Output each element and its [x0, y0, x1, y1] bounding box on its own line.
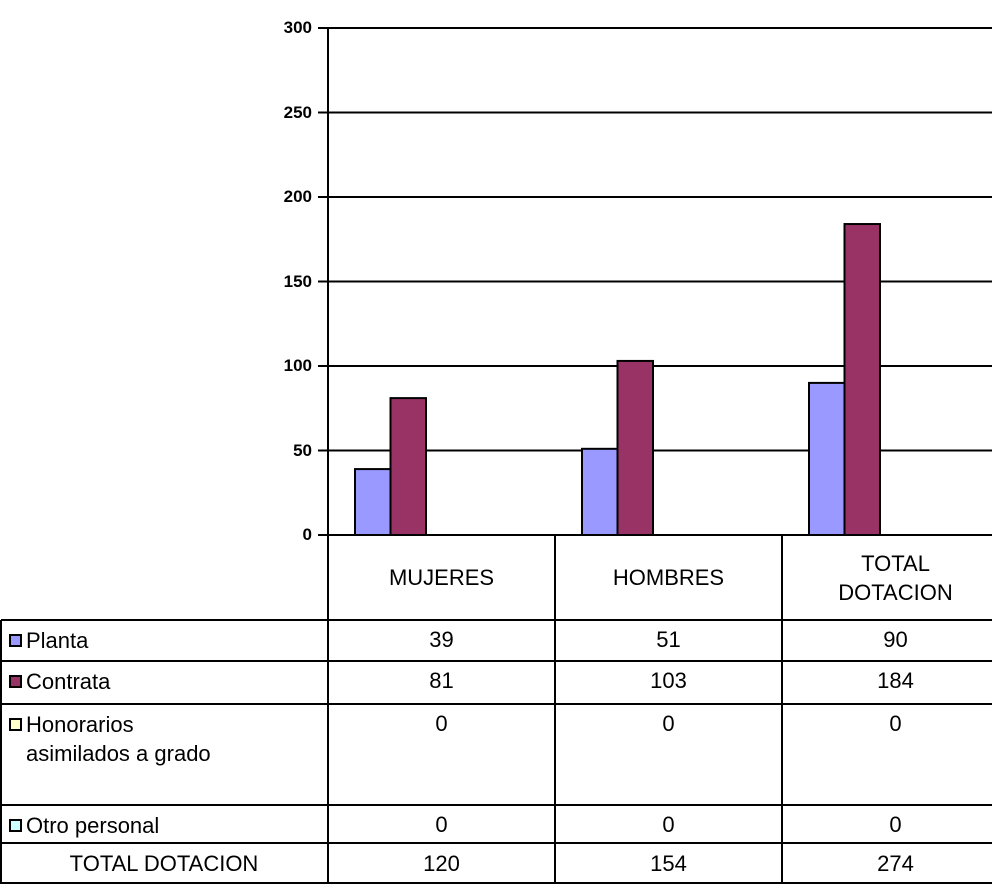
table-value-text: 103 [650, 668, 687, 693]
y-tick-label: 50 [293, 440, 312, 460]
legend-key [9, 718, 22, 731]
table-value-text: 39 [429, 627, 454, 652]
legend-key [9, 819, 22, 832]
legend-label: Contrata [26, 669, 111, 694]
table-value: 51 [555, 625, 782, 654]
y-tick-label: 150 [283, 271, 312, 291]
bar [354, 468, 392, 536]
bar [581, 447, 619, 536]
table-value-text: 184 [877, 668, 914, 693]
table-value: 0 [782, 709, 992, 738]
total-value: 274 [782, 843, 992, 884]
category-label-text: MUJERES [388, 565, 495, 590]
legend-key [9, 675, 22, 688]
bar [808, 381, 846, 536]
category-label-text: TOTAL DOTACION [838, 550, 953, 605]
table-value: 39 [328, 625, 555, 654]
legend-label: Planta [26, 628, 89, 653]
y-tick-label: 200 [283, 187, 312, 206]
bar [616, 359, 654, 536]
total-value: 120 [328, 843, 555, 884]
table-value: 81 [328, 666, 555, 695]
table-value-text: 81 [429, 668, 454, 693]
table-value-text: 0 [889, 711, 902, 736]
table-value-text: 0 [435, 711, 448, 736]
total-value-text: 274 [877, 851, 914, 876]
total-label: TOTAL DOTACION [0, 843, 328, 884]
table-value-text: 51 [656, 627, 681, 652]
category-label: HOMBRES [584, 535, 754, 620]
legend-key [9, 634, 22, 647]
table-value: 184 [782, 666, 992, 695]
bar [843, 223, 881, 536]
y-tick-label: 250 [283, 102, 312, 122]
category-label: TOTAL DOTACION [811, 535, 981, 620]
category-label: MUJERES [357, 535, 527, 620]
table-value-text: 0 [662, 711, 675, 736]
table-value: 0 [555, 810, 782, 839]
table-value-text: 0 [889, 812, 902, 837]
y-tick-label: 0 [302, 525, 312, 544]
bar [389, 397, 427, 536]
legend-label: Otro personal [26, 813, 160, 838]
total-value-text: 120 [423, 851, 460, 876]
table-value: 90 [782, 625, 992, 654]
table-value: 0 [328, 709, 555, 738]
y-tick-label: 100 [283, 356, 312, 375]
table-value: 0 [555, 709, 782, 738]
y-tick-label: 300 [283, 18, 312, 37]
table-value: 0 [782, 810, 992, 839]
table-value: 103 [555, 666, 782, 695]
table-value: 0 [328, 810, 555, 839]
category-label-text: HOMBRES [612, 565, 725, 590]
total-value: 154 [555, 843, 782, 884]
total-value-text: 154 [650, 851, 687, 876]
table-value-text: 90 [883, 627, 908, 652]
table-value-text: 0 [435, 812, 448, 837]
table-value-text: 0 [662, 812, 675, 837]
legend-label: Honorarios asimilados a grado [26, 712, 211, 766]
total-label-text: TOTAL DOTACION [69, 851, 259, 876]
